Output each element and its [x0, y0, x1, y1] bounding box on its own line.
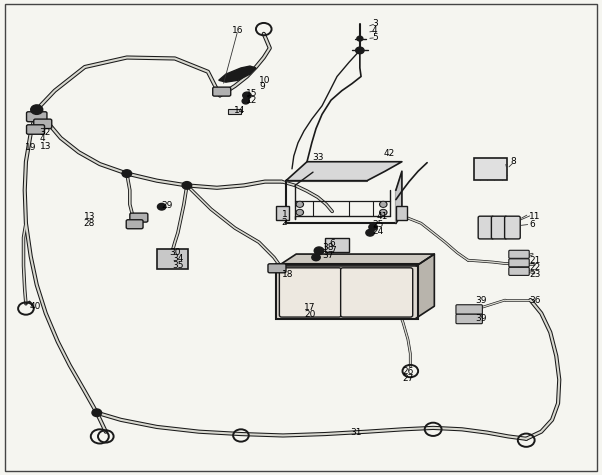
FancyBboxPatch shape	[34, 119, 52, 129]
Text: 15: 15	[246, 89, 257, 98]
FancyBboxPatch shape	[213, 87, 231, 96]
Text: 12: 12	[246, 96, 257, 105]
Circle shape	[158, 203, 166, 210]
Text: 9: 9	[259, 82, 265, 91]
FancyBboxPatch shape	[130, 213, 148, 222]
Text: 5: 5	[372, 33, 377, 42]
Polygon shape	[286, 162, 402, 180]
Circle shape	[369, 224, 377, 230]
Text: 23: 23	[529, 270, 541, 279]
Text: 34: 34	[172, 254, 183, 263]
Text: 13: 13	[84, 212, 95, 221]
Circle shape	[242, 98, 249, 104]
FancyBboxPatch shape	[26, 112, 47, 122]
Text: 30: 30	[169, 248, 181, 257]
FancyBboxPatch shape	[268, 264, 286, 273]
FancyBboxPatch shape	[491, 216, 507, 239]
Circle shape	[357, 36, 363, 41]
Polygon shape	[219, 66, 256, 82]
Text: 4: 4	[40, 134, 45, 143]
FancyBboxPatch shape	[26, 125, 45, 134]
Text: 20: 20	[304, 310, 315, 319]
Text: 28: 28	[84, 219, 95, 228]
Text: 11: 11	[529, 212, 541, 221]
Text: 10: 10	[259, 76, 270, 85]
Text: 6: 6	[330, 238, 335, 247]
Polygon shape	[396, 171, 402, 223]
FancyBboxPatch shape	[474, 158, 507, 180]
Text: 42: 42	[384, 149, 395, 158]
Text: 21: 21	[529, 256, 541, 265]
Text: 22: 22	[529, 263, 541, 272]
FancyBboxPatch shape	[504, 216, 520, 239]
Text: 18: 18	[282, 270, 293, 279]
Text: 33: 33	[312, 153, 323, 162]
Bar	[276, 206, 289, 219]
Text: 13: 13	[40, 142, 51, 151]
FancyBboxPatch shape	[456, 314, 482, 323]
Text: 16: 16	[232, 26, 243, 35]
FancyBboxPatch shape	[509, 267, 529, 275]
Text: 40: 40	[29, 302, 41, 311]
Text: 38: 38	[322, 243, 334, 252]
Circle shape	[122, 170, 132, 177]
Text: 3: 3	[372, 19, 377, 28]
Bar	[228, 109, 241, 114]
FancyBboxPatch shape	[279, 268, 341, 317]
Text: 31: 31	[350, 428, 362, 437]
Text: 1: 1	[282, 210, 288, 219]
Text: 17: 17	[304, 303, 315, 312]
Circle shape	[381, 210, 386, 214]
FancyBboxPatch shape	[126, 220, 143, 229]
Text: 36: 36	[529, 295, 541, 304]
Text: 26: 26	[402, 367, 414, 376]
Circle shape	[312, 254, 320, 261]
Text: 7: 7	[330, 246, 335, 255]
Text: 24: 24	[372, 228, 383, 237]
Circle shape	[314, 247, 324, 255]
Text: 6: 6	[529, 220, 535, 229]
Text: 25: 25	[372, 220, 383, 229]
Polygon shape	[278, 254, 434, 266]
Text: 27: 27	[402, 374, 414, 383]
Text: 4: 4	[372, 26, 377, 35]
Bar	[396, 206, 407, 219]
FancyBboxPatch shape	[509, 259, 529, 267]
Circle shape	[182, 181, 191, 189]
FancyBboxPatch shape	[456, 305, 482, 314]
Text: 32: 32	[40, 128, 51, 137]
Text: 2: 2	[282, 218, 287, 227]
Circle shape	[92, 409, 102, 417]
Text: 39: 39	[475, 314, 486, 323]
Bar	[325, 238, 349, 252]
Text: 14: 14	[234, 106, 245, 115]
Text: 35: 35	[172, 261, 184, 270]
Text: 19: 19	[25, 143, 36, 152]
Circle shape	[366, 229, 374, 236]
Circle shape	[297, 210, 302, 214]
Text: 37: 37	[322, 250, 334, 259]
Polygon shape	[417, 254, 434, 318]
Circle shape	[296, 209, 303, 215]
FancyBboxPatch shape	[157, 249, 188, 269]
Circle shape	[243, 92, 251, 99]
FancyBboxPatch shape	[478, 216, 494, 239]
Text: 8: 8	[510, 157, 516, 166]
FancyBboxPatch shape	[509, 250, 529, 258]
Text: 39: 39	[475, 295, 486, 304]
Circle shape	[31, 105, 43, 114]
Circle shape	[356, 47, 364, 54]
FancyBboxPatch shape	[276, 265, 418, 319]
Circle shape	[297, 202, 302, 206]
Circle shape	[296, 201, 303, 207]
FancyBboxPatch shape	[341, 268, 413, 317]
Circle shape	[381, 202, 386, 206]
Text: 29: 29	[162, 201, 173, 210]
Circle shape	[380, 209, 387, 215]
Text: 41: 41	[377, 212, 388, 221]
Circle shape	[380, 201, 387, 207]
